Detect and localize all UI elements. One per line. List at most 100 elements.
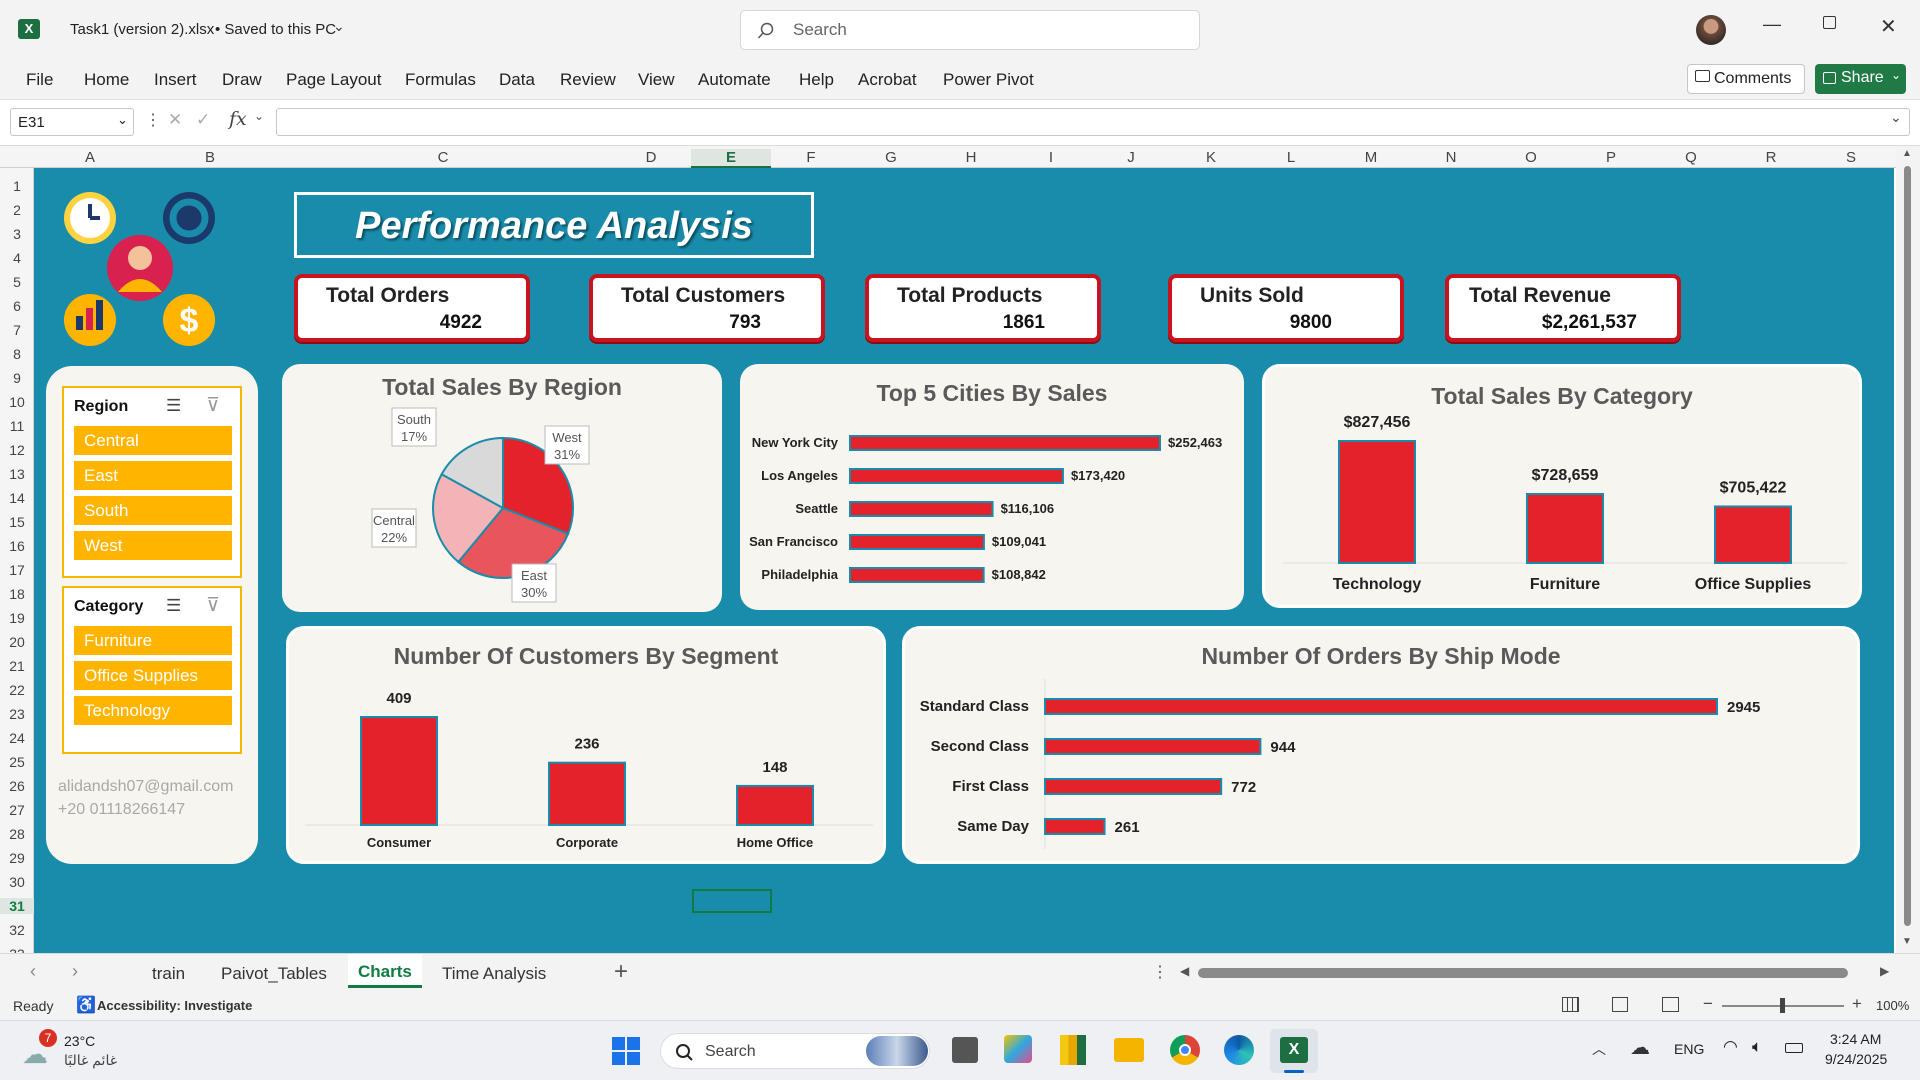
row-header[interactable]: 17 (9, 562, 25, 578)
row-header[interactable]: 24 (9, 730, 25, 746)
slicer-item-central[interactable]: Central (74, 426, 232, 455)
row-header[interactable]: 4 (13, 250, 21, 266)
tab-home[interactable]: Home (84, 70, 130, 89)
tab-insert[interactable]: Insert (154, 70, 197, 89)
tab-acrobat[interactable]: Acrobat (858, 70, 917, 89)
vertical-scrollbar[interactable]: ▲ ▼ (1896, 146, 1920, 953)
name-box[interactable]: E31 ⌄ (10, 108, 134, 136)
close-icon[interactable]: ✕ (1880, 16, 1897, 38)
column-header-selected[interactable]: E (691, 149, 771, 168)
row-header[interactable]: 5 (13, 274, 21, 290)
column-header[interactable]: J (1127, 149, 1135, 166)
cancel-icon[interactable]: ✕ (168, 110, 183, 129)
column-header[interactable]: I (1048, 149, 1054, 166)
volume-icon[interactable]: 🔈︎ (1752, 1037, 1763, 1056)
row-header[interactable]: 11 (9, 418, 25, 434)
chevron-down-icon[interactable]: ⌄ (117, 112, 128, 127)
tab-power-pivot[interactable]: Power Pivot (943, 70, 1034, 89)
column-header[interactable]: R (1765, 149, 1777, 166)
page-break-view-icon[interactable] (1662, 997, 1679, 1012)
minimize-icon[interactable]: — (1763, 14, 1781, 34)
column-header[interactable]: M (1364, 149, 1378, 166)
row-header[interactable]: 7 (13, 322, 21, 338)
edge-icon[interactable] (1224, 1035, 1254, 1065)
sheet-tab-paivot-tables[interactable]: Paivot_Tables (221, 964, 327, 983)
column-header[interactable]: P (1605, 149, 1616, 166)
clock-date[interactable]: 9/24/2025 (1825, 1051, 1888, 1067)
add-sheet-icon[interactable]: + (614, 958, 629, 985)
row-header[interactable]: 21 (9, 658, 25, 674)
row-header[interactable]: 8 (13, 346, 21, 362)
language-indicator[interactable]: ENG (1674, 1041, 1705, 1057)
row-header[interactable]: 30 (9, 874, 25, 890)
row-header[interactable]: 6 (13, 298, 21, 314)
sheet-tab-charts[interactable]: Charts (348, 954, 422, 988)
clock-time[interactable]: 3:24 AM (1830, 1031, 1882, 1047)
tab-file[interactable]: File (26, 70, 54, 89)
scroll-right-icon[interactable]: ▶ (1880, 964, 1890, 978)
task-view-icon[interactable] (952, 1037, 978, 1063)
sheet-tab-train[interactable]: train (152, 964, 186, 983)
column-header[interactable]: F (806, 149, 816, 166)
sheet-tab-time-analysis[interactable]: Time Analysis (442, 964, 547, 983)
tab-view[interactable]: View (638, 70, 675, 89)
horizontal-scroll-thumb[interactable] (1198, 968, 1848, 978)
excel-taskbar-icon[interactable]: X (1270, 1029, 1318, 1073)
row-header[interactable]: 19 (9, 610, 25, 626)
slicer-item-office-supplies[interactable]: Office Supplies (74, 661, 232, 690)
row-header[interactable]: 31 (0, 898, 34, 914)
column-header[interactable]: O (1525, 149, 1537, 166)
weather-widget[interactable]: ☁ 7 23°C غائم غالبًا (18, 1029, 128, 1073)
column-header[interactable]: C (437, 149, 449, 166)
column-header[interactable]: D (645, 149, 657, 166)
row-header[interactable]: 15 (9, 514, 25, 530)
row-header[interactable]: 28 (9, 826, 25, 842)
zoom-in-icon[interactable]: + (1852, 994, 1862, 1013)
column-header[interactable]: Q (1685, 149, 1697, 166)
more-options-icon[interactable]: ⋮ (145, 112, 161, 129)
row-header[interactable]: 32 (9, 922, 25, 938)
tab-automate[interactable]: Automate (698, 70, 771, 89)
tray-chevron-up-icon[interactable]: ︿ (1592, 1041, 1606, 1057)
zoom-level[interactable]: 100% (1876, 998, 1910, 1013)
column-header[interactable]: S (1845, 149, 1856, 166)
clear-filter-icon[interactable]: ⊽ (206, 595, 220, 616)
column-header[interactable]: N (1445, 149, 1457, 166)
restore-icon[interactable] (1823, 16, 1836, 29)
slicer-item-west[interactable]: West (74, 531, 232, 560)
zoom-slider-thumb[interactable] (1780, 998, 1785, 1013)
onedrive-icon[interactable]: ☁ (1630, 1037, 1650, 1059)
column-header[interactable]: A (84, 149, 95, 166)
widgets-app-icon[interactable] (1004, 1035, 1032, 1063)
scroll-left-icon[interactable]: ◀ (1180, 964, 1190, 978)
column-header[interactable]: G (885, 149, 897, 166)
clear-filter-icon[interactable]: ⊽ (206, 395, 220, 416)
slicer-item-east[interactable]: East (74, 461, 232, 490)
chevron-down-icon[interactable]: ⌄ (254, 109, 265, 123)
row-header[interactable]: 29 (9, 850, 25, 866)
row-header[interactable]: 10 (9, 394, 25, 410)
row-header[interactable]: 1 (13, 178, 21, 194)
row-header[interactable]: 2 (13, 202, 21, 218)
multi-select-icon[interactable]: ☰ (166, 596, 182, 615)
slicer-item-south[interactable]: South (74, 496, 232, 525)
tab-review[interactable]: Review (560, 70, 616, 89)
tab-help[interactable]: Help (799, 70, 834, 89)
tab-draw[interactable]: Draw (222, 70, 262, 89)
chevron-down-icon[interactable]: ⌄ (333, 18, 345, 34)
tab-page-layout[interactable]: Page Layout (286, 70, 382, 89)
column-header[interactable]: B (204, 149, 215, 166)
tab-formulas[interactable]: Formulas (405, 70, 476, 89)
power-bi-icon[interactable] (1060, 1035, 1086, 1065)
row-header[interactable]: 25 (9, 754, 25, 770)
zoom-out-icon[interactable]: − (1703, 994, 1713, 1013)
excel-logo-icon[interactable]: X (18, 19, 40, 39)
row-header[interactable]: 18 (9, 586, 25, 602)
more-options-icon[interactable]: ⋮ (1152, 964, 1168, 981)
tab-data[interactable]: Data (499, 70, 535, 89)
row-header[interactable]: 26 (9, 778, 25, 794)
save-status[interactable]: • Saved to this PC (215, 21, 337, 38)
scroll-down-icon[interactable]: ▼ (1902, 936, 1912, 947)
row-header[interactable]: 20 (9, 634, 25, 650)
prev-sheet-icon[interactable]: ‹ (30, 961, 36, 981)
